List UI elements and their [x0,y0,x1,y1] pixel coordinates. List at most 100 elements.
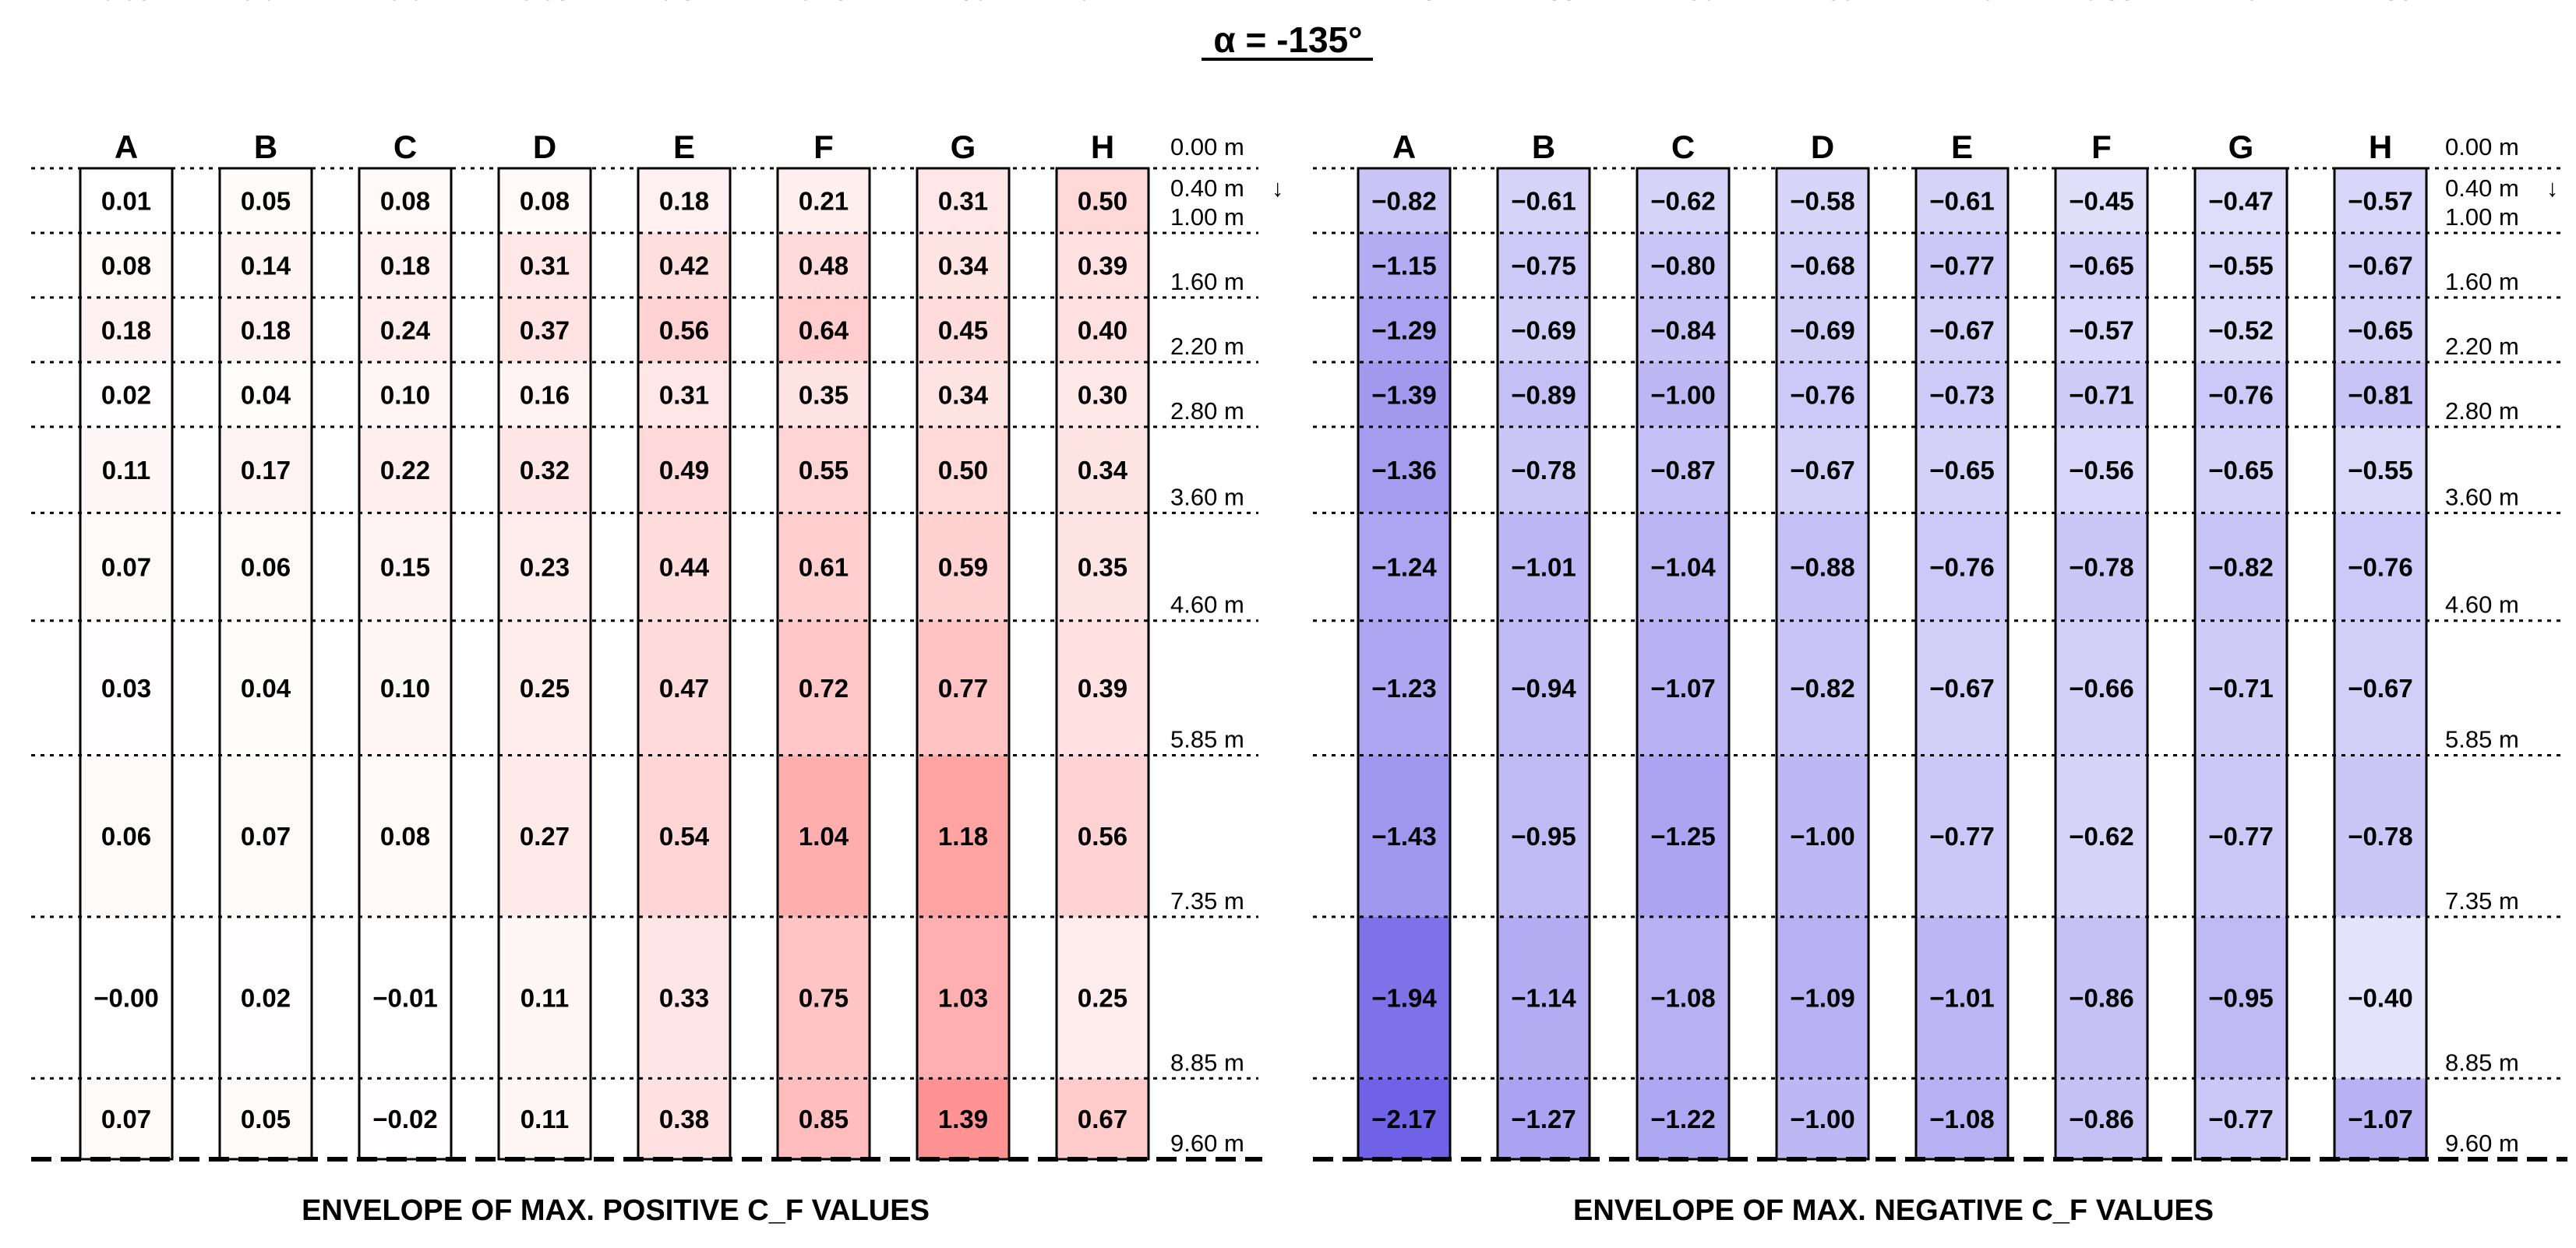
positive-column-outline-h [1055,167,1150,1161]
negative-cell-h-1 [2334,168,2426,233]
positive-value-e-5: 0.49 [659,456,709,485]
positive-cell-g-8 [917,755,1009,917]
positive-value-e-6: 0.44 [659,553,710,582]
positive-column-label-h: H [1091,129,1114,165]
positive-value-c-11: −0.02 [372,0,438,5]
positive-cell-c-6 [359,513,451,621]
negative-cell-g-1 [2195,168,2287,233]
negative-value-h-5: −0.55 [2348,456,2413,485]
negative-value-d-9: −1.09 [1790,984,1855,1013]
negative-value-b-1: −0.61 [1511,186,1576,215]
negative-cell-h-10 [2334,1078,2426,1159]
negative-cell-d-5 [1777,426,1868,513]
negative-column-outline-h [2333,167,2428,1161]
negative-cell-e-7 [1916,620,2008,756]
positive-value-a-11: 0.08 [101,0,151,5]
positive-column-outline-f [776,167,871,1161]
positive-value-g-11: 1.50 [938,0,988,5]
negative-cell-a-3 [1358,297,1450,362]
negative-cell-b-7 [1498,620,1590,756]
negative-value-a-11: −2.25 [1371,0,1437,5]
positive-value-f-4: 0.35 [799,380,849,409]
positive-cell-c-3 [359,297,451,362]
positive-height-label-3: 1.60 m [1170,268,1244,295]
negative-column-label-f: F [2091,129,2112,165]
positive-value-d-1: 0.08 [520,186,570,215]
positive-column-label-d: D [533,129,556,165]
negative-cell-a-4 [1358,361,1450,427]
positive-value-g-10: 1.39 [938,1105,988,1133]
negative-value-f-1: −0.45 [2069,186,2134,215]
negative-value-h-10: −1.07 [2348,1105,2413,1133]
negative-value-g-4: −0.76 [2208,380,2274,409]
negative-cell-a-5 [1358,426,1450,513]
positive-cell-c-1 [359,168,451,233]
positive-value-d-8: 0.27 [520,822,570,851]
positive-cell-e-10 [638,1078,730,1159]
positive-cell-f-3 [778,297,870,362]
positive-cell-f-7 [778,620,870,756]
positive-height-label-10: 8.85 m [1170,1049,1244,1076]
positive-value-f-3: 0.64 [799,316,849,344]
negative-column-label-e: E [1951,129,1973,165]
negative-height-label-3: 1.60 m [2445,268,2519,295]
negative-column-label-a: A [1392,129,1416,165]
positive-value-b-7: 0.04 [241,674,291,703]
negative-value-d-6: −0.88 [1790,553,1855,582]
negative-value-g-11: −1.01 [2208,0,2274,5]
negative-value-d-8: −1.00 [1790,822,1855,851]
positive-cell-g-4 [917,361,1009,427]
negative-value-d-3: −0.69 [1790,316,1855,344]
positive-cell-h-7 [1057,620,1149,756]
positive-cell-b-8 [220,755,312,917]
positive-cell-g-1 [917,168,1009,233]
positive-value-e-10: 0.38 [659,1105,709,1133]
positive-cell-b-3 [220,297,312,362]
negative-value-g-9: −0.95 [2208,984,2274,1013]
positive-value-c-9: −0.01 [372,984,438,1013]
negative-cell-f-7 [2056,620,2147,756]
positive-value-d-6: 0.23 [520,553,570,582]
positive-value-b-2: 0.14 [241,251,291,280]
positive-value-g-7: 0.77 [938,674,988,703]
positive-value-g-1: 0.31 [938,186,988,215]
negative-column-label-d: D [1811,129,1834,165]
negative-cell-e-8 [1916,755,2008,917]
positive-value-a-1: 0.01 [101,186,151,215]
negative-cell-h-5 [2334,426,2426,513]
positive-value-a-9: −0.00 [94,984,159,1013]
negative-value-a-4: −1.39 [1371,380,1437,409]
positive-column-label-e: E [673,129,695,165]
positive-cell-b-9 [220,916,312,1079]
positive-value-f-8: 1.04 [799,822,849,851]
positive-value-b-10: 0.05 [241,1105,291,1133]
negative-value-g-1: −0.47 [2208,186,2274,215]
positive-cell-d-5 [499,426,591,513]
positive-column-outline-c [358,167,453,1161]
positive-value-e-4: 0.31 [659,380,709,409]
positive-cell-d-2 [499,232,591,298]
negative-cell-h-2 [2334,232,2426,298]
negative-cell-h-7 [2334,620,2426,756]
positive-value-b-8: 0.07 [241,822,291,851]
positive-cell-c-9 [359,916,451,1079]
negative-value-a-3: −1.29 [1371,316,1437,344]
positive-cell-a-9 [80,916,172,1079]
positive-value-h-8: 0.56 [1078,822,1127,851]
negative-cell-g-7 [2195,620,2287,756]
negative-value-a-7: −1.23 [1371,674,1437,703]
positive-column-label-c: C [393,129,417,165]
negative-cell-a-9 [1358,916,1450,1079]
positive-value-b-1: 0.05 [241,186,291,215]
negative-cell-f-3 [2056,297,2147,362]
positive-value-c-7: 0.10 [380,674,430,703]
positive-cell-g-3 [917,297,1009,362]
positive-value-d-11: 0.08 [520,0,570,5]
positive-column-label-g: G [951,129,976,165]
positive-cell-g-6 [917,513,1009,621]
positive-column-label-a: A [115,129,138,165]
positive-value-a-6: 0.07 [101,553,151,582]
positive-value-f-2: 0.48 [799,251,849,280]
negative-cell-d-1 [1777,168,1868,233]
